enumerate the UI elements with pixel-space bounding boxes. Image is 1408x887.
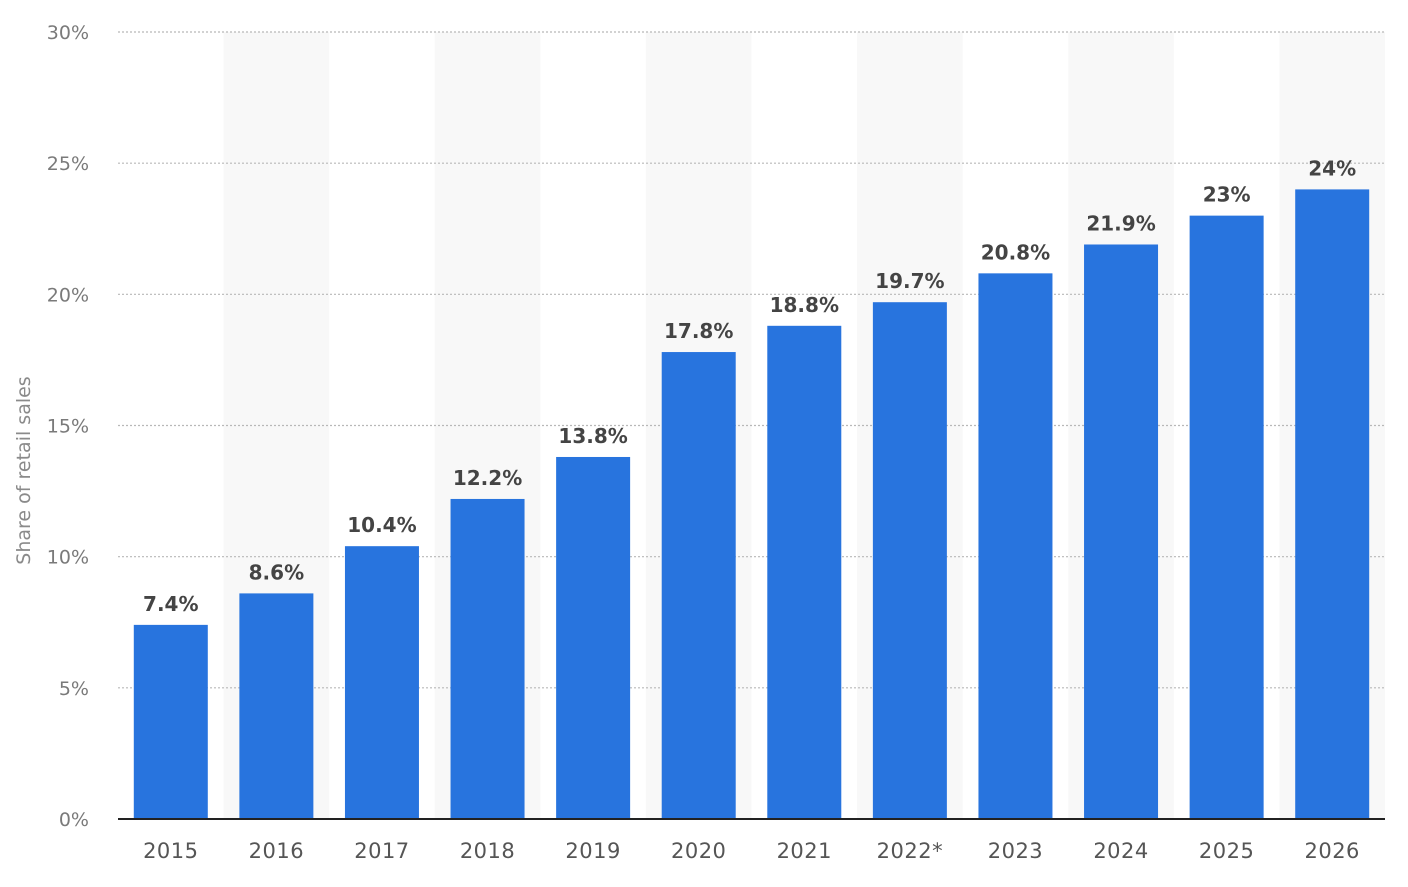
y-tick-label: 10% bbox=[47, 547, 89, 569]
x-tick-label: 2024 bbox=[1093, 839, 1148, 863]
data-label: 19.7% bbox=[875, 269, 944, 293]
bar-2020 bbox=[661, 352, 736, 819]
x-tick-label: 2015 bbox=[143, 839, 198, 863]
y-tick-label: 0% bbox=[59, 809, 89, 831]
data-label: 12.2% bbox=[453, 466, 522, 490]
y-tick-label: 15% bbox=[47, 416, 89, 438]
data-label: 20.8% bbox=[981, 240, 1050, 264]
data-labels: 7.4% 8.6% 10.4% 12.2% 13.8% 17.8% 18.8% 19.7% 20… bbox=[143, 156, 1356, 615]
bar-2016 bbox=[239, 593, 314, 819]
x-tick-label: 2022* bbox=[877, 839, 943, 863]
y-tick-label: 20% bbox=[47, 284, 89, 306]
y-tick-label: 25% bbox=[47, 153, 89, 175]
data-label: 23% bbox=[1203, 183, 1251, 207]
data-label: 17.8% bbox=[664, 319, 733, 343]
y-axis-ticks: 0% 5% 10% 15% 20% 25% 30% bbox=[47, 22, 89, 831]
bar-2021 bbox=[767, 325, 842, 819]
data-label: 24% bbox=[1308, 156, 1356, 180]
x-tick-label: 2026 bbox=[1304, 839, 1359, 863]
x-tick-label: 2023 bbox=[988, 839, 1043, 863]
bar-2022 bbox=[872, 302, 947, 819]
data-label: 10.4% bbox=[347, 513, 416, 537]
bars bbox=[133, 189, 1370, 820]
x-tick-label: 2019 bbox=[565, 839, 620, 863]
bar-2018 bbox=[450, 498, 525, 819]
x-tick-label: 2017 bbox=[354, 839, 409, 863]
bar-2017 bbox=[344, 546, 419, 819]
bar-2024 bbox=[1084, 244, 1159, 820]
data-label: 8.6% bbox=[249, 560, 304, 584]
x-tick-label: 2018 bbox=[460, 839, 515, 863]
x-tick-label: 2021 bbox=[777, 839, 832, 863]
x-tick-label: 2016 bbox=[249, 839, 304, 863]
y-axis-title: Share of retail sales bbox=[13, 376, 35, 564]
y-tick-label: 5% bbox=[59, 678, 89, 700]
x-tick-label: 2020 bbox=[671, 839, 726, 863]
data-label: 21.9% bbox=[1086, 211, 1155, 235]
y-tick-label: 30% bbox=[47, 22, 89, 44]
data-label: 7.4% bbox=[143, 592, 198, 616]
data-label: 18.8% bbox=[770, 293, 839, 317]
gridlines bbox=[118, 31, 1385, 689]
x-axis-ticks: 2015 2016 2017 2018 2019 2020 2021 2022* 2023 202… bbox=[143, 839, 1359, 863]
bar-2026 bbox=[1295, 189, 1370, 819]
data-label: 13.8% bbox=[558, 424, 627, 448]
bar-2023 bbox=[978, 273, 1053, 819]
bar-2019 bbox=[556, 456, 631, 819]
bar-2025 bbox=[1189, 215, 1264, 820]
x-tick-label: 2025 bbox=[1199, 839, 1254, 863]
bar-2015 bbox=[133, 624, 208, 819]
